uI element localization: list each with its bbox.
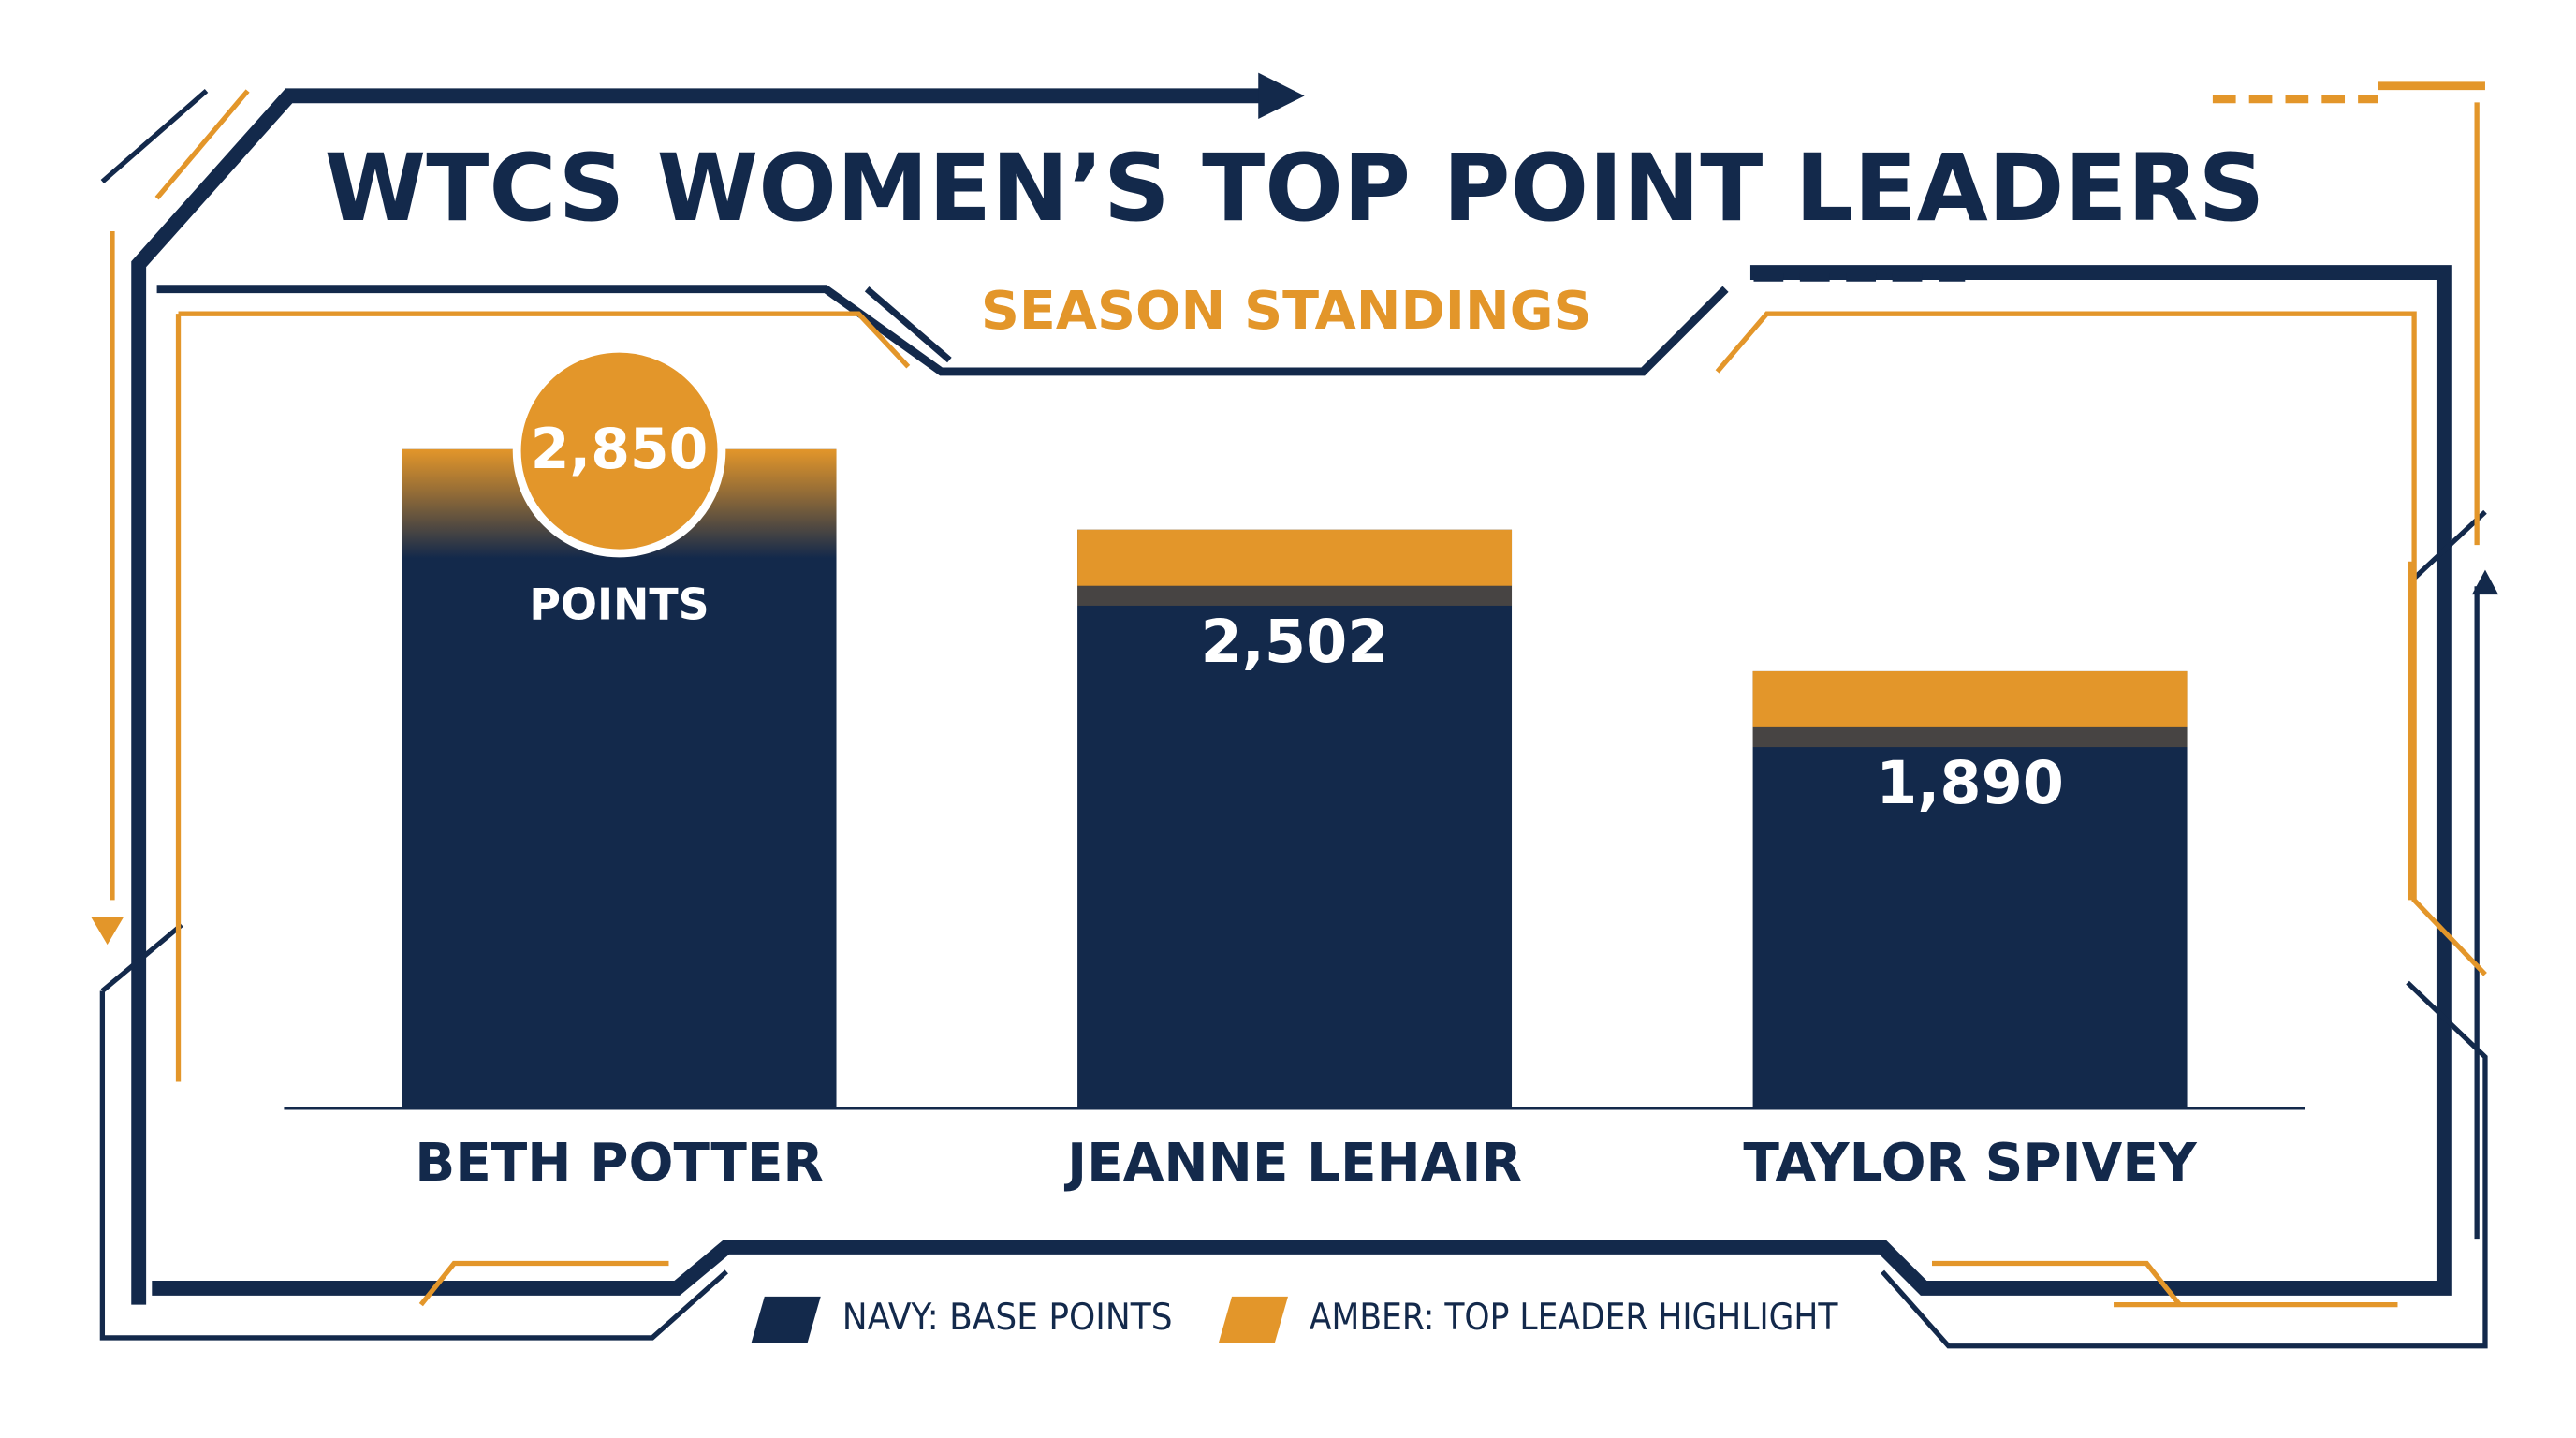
label-badge <box>512 344 726 558</box>
annotation: POINTS <box>529 580 709 630</box>
value-label: 2,850 <box>531 417 709 482</box>
chart-subtitle: SEASON STANDINGS <box>981 281 1592 342</box>
value-label: 2,502 <box>1201 607 1389 676</box>
bar <box>1752 670 2188 1108</box>
legend-label: AMBER: TOP LEADER HIGHLIGHT <box>1310 1297 1838 1339</box>
legend-swatch <box>1218 1296 1288 1343</box>
bar-highlight <box>1752 670 2188 727</box>
bar-glow <box>1077 585 1513 606</box>
value-label: 1,890 <box>1876 748 2064 817</box>
bar <box>1077 529 1513 1108</box>
x-tick-label: TAYLOR SPIVEY <box>1743 1133 2198 1194</box>
legend-label: NAVY: BASE POINTS <box>842 1297 1173 1339</box>
frame <box>91 72 2499 1349</box>
x-tick-label: BETH POTTER <box>415 1133 824 1194</box>
bar-glow <box>1752 726 2188 748</box>
x-tick-label: JEANNE LEHAIR <box>1063 1133 1522 1194</box>
bar-highlight <box>1077 529 1513 586</box>
chart-title: WTCS WOMEN’S TOP POINT LEADERS <box>325 135 2265 242</box>
legend-swatch <box>751 1296 821 1343</box>
